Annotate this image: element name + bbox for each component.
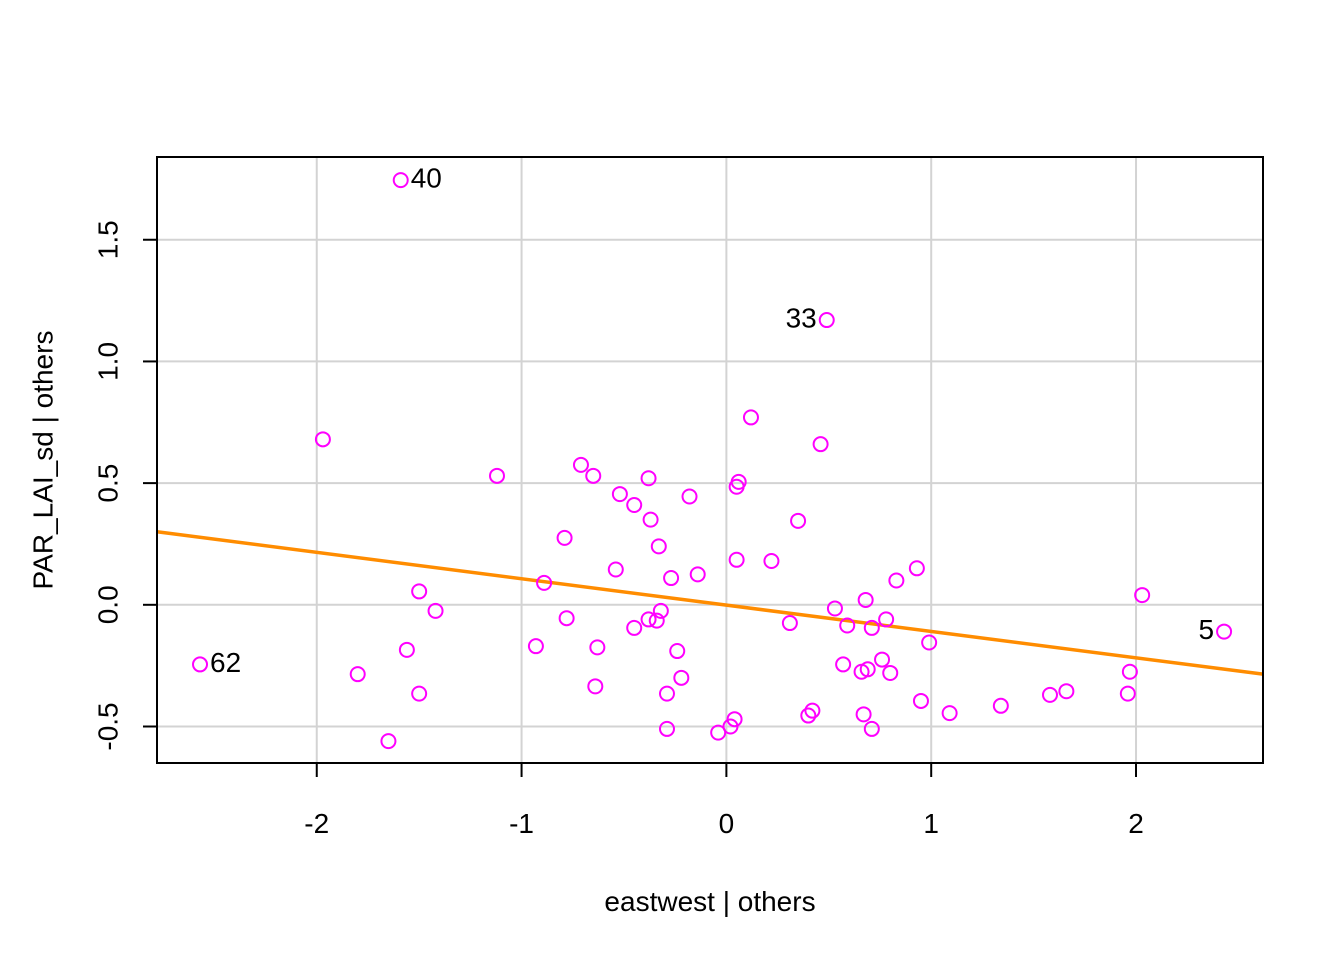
data-point: [878, 611, 895, 628]
data-point: [882, 664, 899, 681]
point-id-label: 33: [786, 302, 817, 333]
data-point: [640, 611, 657, 628]
data-point: [912, 692, 929, 709]
data-point: [572, 456, 589, 473]
data-point: [626, 497, 643, 514]
y-tick-label: 1.0: [92, 342, 123, 381]
data-point: [626, 619, 643, 636]
data-point: [763, 553, 780, 569]
point-id-label: 62: [210, 647, 241, 678]
data-point: [673, 669, 690, 686]
x-tick-label: -2: [304, 808, 329, 839]
data-point: [650, 538, 667, 555]
data-point: [781, 615, 798, 632]
data-point: [658, 720, 675, 737]
y-tick-label: 0.0: [92, 585, 123, 624]
data-point: [556, 529, 573, 546]
data-point: [398, 641, 415, 658]
grid-lines: [157, 157, 1263, 763]
data-point: [730, 473, 747, 490]
data-point: [863, 720, 880, 737]
data-point: [488, 467, 505, 484]
data-point: [826, 600, 843, 617]
data-point: [689, 566, 706, 583]
data-point: [380, 733, 397, 750]
data-point: [874, 651, 891, 668]
data-point: [527, 638, 544, 655]
data-point: [587, 678, 604, 695]
data-point: [1216, 623, 1233, 640]
data-point: [640, 470, 657, 487]
data-point: [859, 661, 876, 678]
x-tick-label: -1: [509, 808, 534, 839]
x-axis: -2 -1 0 1 2: [304, 763, 1144, 839]
data-point: [1121, 663, 1138, 680]
x-axis-title: eastwest | others: [604, 886, 815, 917]
data-point: [888, 572, 905, 589]
y-axis: -0.5 0.0 0.5 1.0 1.5: [92, 220, 157, 751]
data-point: [669, 643, 686, 660]
data-point: [804, 702, 821, 719]
data-point: [349, 666, 366, 683]
point-labels: 40 33 62 5: [210, 163, 1214, 678]
plot-frame: [156, 156, 1264, 764]
data-point: [857, 591, 874, 608]
data-point: [392, 172, 409, 189]
y-tick-label: -0.5: [92, 702, 123, 750]
data-point: [1058, 683, 1075, 700]
data-point: [663, 570, 680, 587]
data-point: [1134, 587, 1151, 604]
x-tick-label: 1: [923, 808, 939, 839]
data-point: [427, 602, 444, 619]
point-id-label: 5: [1199, 614, 1215, 645]
data-point: [607, 561, 624, 578]
data-point: [992, 697, 1009, 714]
data-point: [648, 612, 665, 629]
data-point: [710, 724, 727, 741]
data-point: [790, 512, 807, 529]
regression-line: [156, 530, 1264, 676]
x-tick-label: 2: [1128, 808, 1144, 839]
data-point: [726, 711, 743, 728]
data-point: [800, 707, 817, 724]
data-points: [192, 172, 1233, 750]
y-axis-title: PAR_LAI_sd | others: [27, 331, 58, 590]
data-point: [589, 639, 606, 656]
data-point: [941, 705, 958, 722]
data-point: [812, 436, 829, 453]
data-point: [585, 467, 602, 484]
data-point: [921, 634, 938, 651]
data-point: [558, 610, 575, 627]
data-point: [1041, 686, 1058, 703]
data-point: [742, 409, 759, 426]
data-point: [855, 706, 872, 723]
data-point: [908, 560, 925, 577]
data-point: [728, 551, 745, 568]
data-point: [839, 617, 856, 634]
data-point: [1119, 685, 1136, 702]
point-id-label: 40: [411, 163, 442, 194]
y-tick-label: 1.5: [92, 220, 123, 259]
data-point: [536, 574, 553, 591]
data-point: [411, 583, 428, 600]
data-point: [835, 656, 852, 673]
x-tick-label: 0: [719, 808, 735, 839]
data-point: [652, 602, 669, 619]
data-point: [192, 656, 209, 673]
data-point: [642, 511, 659, 528]
y-tick-label: 0.5: [92, 464, 123, 503]
data-point: [611, 486, 628, 503]
data-point: [411, 685, 428, 702]
data-point: [818, 312, 835, 329]
data-point: [863, 619, 880, 636]
data-point: [314, 431, 331, 448]
data-point: [658, 685, 675, 702]
data-point: [681, 488, 698, 505]
